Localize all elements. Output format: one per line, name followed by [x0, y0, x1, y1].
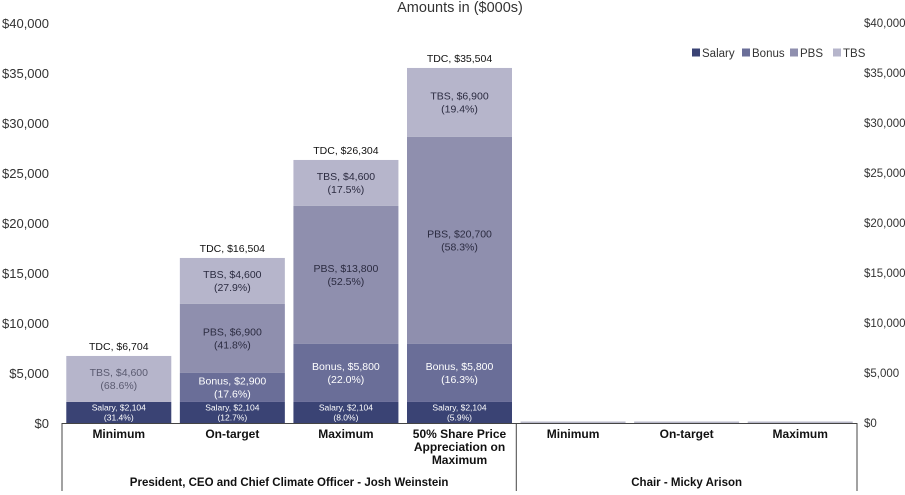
x-category-label: On-target	[205, 427, 259, 441]
y-axis-right: $0 $5,000 $10,000 $15,000 $20,000 $25,000 $30,…	[864, 18, 905, 430]
y-tick-label-left: $40,000	[2, 16, 49, 31]
data-label-salary: Salary, $2,104	[319, 402, 373, 412]
bar-segment-pbs	[179, 303, 285, 373]
legend-swatch-bonus	[742, 48, 750, 57]
y-tick-label-left: $25,000	[2, 166, 49, 181]
data-label-tbs: (17.5%)	[328, 184, 365, 196]
total-label: TDC, $35,504	[427, 53, 493, 65]
bar-segment-tbs	[66, 355, 172, 402]
y-tick-label-left: $15,000	[2, 266, 49, 281]
bar-segment-pbs	[407, 136, 512, 344]
x-category-label: Maximum	[432, 453, 487, 467]
y-tick-label-right: $15,000	[864, 268, 905, 280]
legend-swatch-salary	[692, 48, 700, 57]
x-category-label: 50% Share Price	[413, 427, 507, 441]
y-tick-label-right: $0	[864, 418, 877, 430]
data-label-tbs: TBS, $6,900	[430, 91, 489, 103]
data-label-salary: Salary, $2,104	[205, 402, 259, 412]
bar-segment-bonus	[179, 372, 285, 402]
bar-segment-bonus	[407, 343, 512, 402]
total-label: TDC, $26,304	[313, 145, 379, 157]
total-label: TDC, $16,504	[200, 243, 266, 255]
empty-bar-marker	[634, 421, 740, 423]
bar-segment-salary	[66, 401, 172, 423]
legend-label-tbs: TBS	[843, 48, 866, 60]
data-label-bonus: (22.0%)	[328, 374, 365, 386]
x-axis: Minimum On-target Maximum 50% Share PriceAp…	[61, 423, 858, 491]
data-label-pbs: PBS, $20,700	[427, 229, 492, 241]
data-label-salary: Salary, $2,104	[92, 402, 146, 412]
data-label-tbs: TBS, $4,600	[90, 367, 149, 379]
y-tick-label-right: $35,000	[864, 68, 905, 80]
y-tick-label-left: $35,000	[2, 66, 49, 81]
data-label-bonus: (17.6%)	[214, 389, 251, 401]
y-tick-label-left: $0	[35, 416, 49, 431]
x-category-label: Maximum	[318, 427, 373, 441]
x-category-label: Appreciation on	[414, 440, 505, 454]
y-tick-label-left: $30,000	[2, 116, 49, 131]
bar-segment-pbs	[293, 205, 399, 344]
data-label-bonus: Bonus, $5,800	[312, 361, 380, 373]
y-tick-label-right: $20,000	[864, 218, 905, 230]
data-label-pbs: PBS, $13,800	[314, 263, 379, 275]
data-label-salary: (31.4%)	[104, 412, 134, 422]
data-label-bonus: Bonus, $5,800	[426, 361, 494, 373]
data-label-bonus: Bonus, $2,900	[198, 376, 266, 388]
legend-swatch-tbs	[833, 48, 841, 57]
y-tick-label-right: $25,000	[864, 168, 905, 180]
y-axis-left: $0 $5,000 $10,000 $15,000 $20,000 $25,000 $30,…	[2, 16, 49, 431]
data-label-pbs: (52.5%)	[328, 276, 365, 288]
bar-segment-salary	[293, 401, 399, 423]
bar-segment-salary	[179, 401, 285, 423]
data-label-tbs: TBS, $4,600	[203, 269, 262, 281]
legend-swatch-pbs	[790, 48, 798, 57]
data-label-pbs: (41.8%)	[214, 340, 251, 352]
data-label-tbs: (68.6%)	[100, 380, 137, 392]
legend-label-bonus: Bonus	[752, 48, 785, 60]
empty-bar-marker	[747, 421, 853, 423]
data-label-pbs: (58.3%)	[441, 242, 478, 254]
legend: Salary Bonus PBS TBS	[692, 48, 866, 60]
total-label: TDC, $6,704	[89, 341, 149, 353]
y-tick-label-right: $30,000	[864, 118, 905, 130]
bar-segment-tbs	[293, 159, 399, 206]
x-category-label: On-target	[660, 427, 714, 441]
bar-segment-tbs	[407, 67, 512, 137]
y-tick-label-right: $40,000	[864, 18, 905, 30]
empty-bar-marker	[520, 421, 626, 423]
data-label-pbs: PBS, $6,900	[203, 327, 262, 339]
data-label-tbs: TBS, $4,600	[317, 171, 376, 183]
data-label-salary: (12.7%)	[217, 412, 247, 422]
bar-segment-salary	[407, 401, 512, 423]
data-label-salary: (8.0%)	[333, 412, 358, 422]
group-label: Chair - Micky Arison	[631, 477, 742, 489]
x-category-label: Minimum	[92, 427, 145, 441]
chart-title: Amounts in ($000s)	[397, 0, 523, 16]
data-label-salary: Salary, $2,104	[432, 402, 486, 412]
x-category-label: Minimum	[547, 427, 600, 441]
y-tick-label-right: $5,000	[864, 368, 899, 380]
data-label-salary: (5.9%)	[447, 412, 472, 422]
y-tick-label-left: $10,000	[2, 316, 49, 331]
total-labels: TDC, $6,704 TDC, $16,504 TDC, $26,304 TDC, …	[89, 53, 492, 353]
legend-label-pbs: PBS	[800, 48, 823, 60]
data-label-tbs: (19.4%)	[441, 104, 478, 116]
y-tick-label-left: $20,000	[2, 216, 49, 231]
y-tick-label-right: $10,000	[864, 318, 905, 330]
x-category-label: Maximum	[773, 427, 828, 441]
bar-segment-tbs	[179, 257, 285, 304]
data-label-tbs: (27.9%)	[214, 282, 251, 294]
bar-segment-bonus	[293, 343, 399, 402]
y-tick-label-left: $5,000	[9, 366, 49, 381]
legend-label-salary: Salary	[702, 48, 735, 60]
bars: Salary, $2,104(31.4%)TBS, $4,600(68.6%)S…	[66, 67, 853, 423]
data-label-bonus: (16.3%)	[441, 374, 478, 386]
group-label: President, CEO and Chief Climate Officer…	[130, 477, 449, 489]
